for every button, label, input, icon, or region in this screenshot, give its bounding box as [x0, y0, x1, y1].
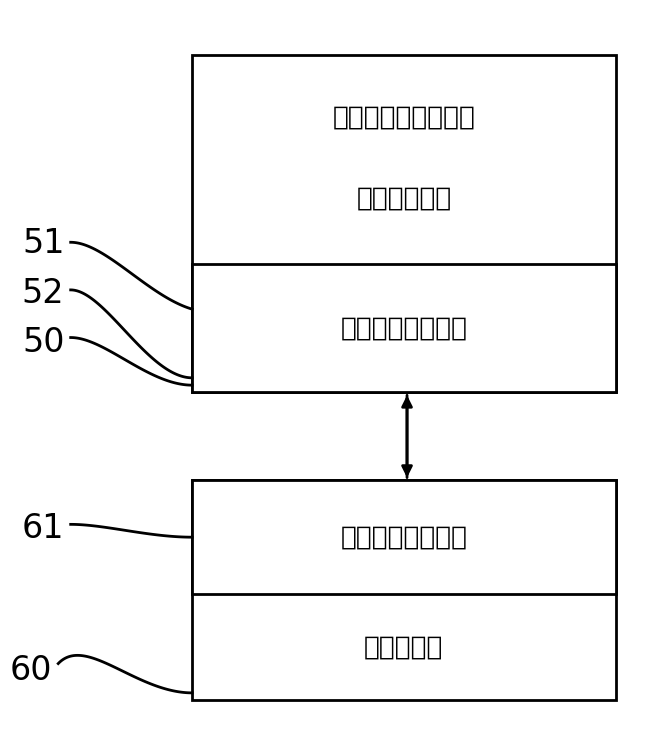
Text: 50: 50: [22, 326, 64, 359]
Bar: [192, 265, 616, 393]
Bar: [192, 480, 616, 700]
Bar: [192, 480, 616, 594]
Bar: [192, 56, 616, 393]
Text: 第二异步接收传输器: 第二异步接收传输器: [333, 104, 475, 130]
Text: 60: 60: [10, 654, 52, 688]
Text: 51: 51: [22, 227, 64, 260]
Text: 接口转换电路: 接口转换电路: [356, 185, 452, 211]
Text: 串口显示屏: 串口显示屏: [364, 634, 443, 660]
Text: 61: 61: [22, 511, 64, 545]
Text: 52: 52: [22, 277, 64, 310]
Text: 第一串行通诵端口: 第一串行通诵端口: [340, 316, 467, 342]
Text: 第二串行通诵端口: 第二串行通诵端口: [340, 524, 467, 550]
